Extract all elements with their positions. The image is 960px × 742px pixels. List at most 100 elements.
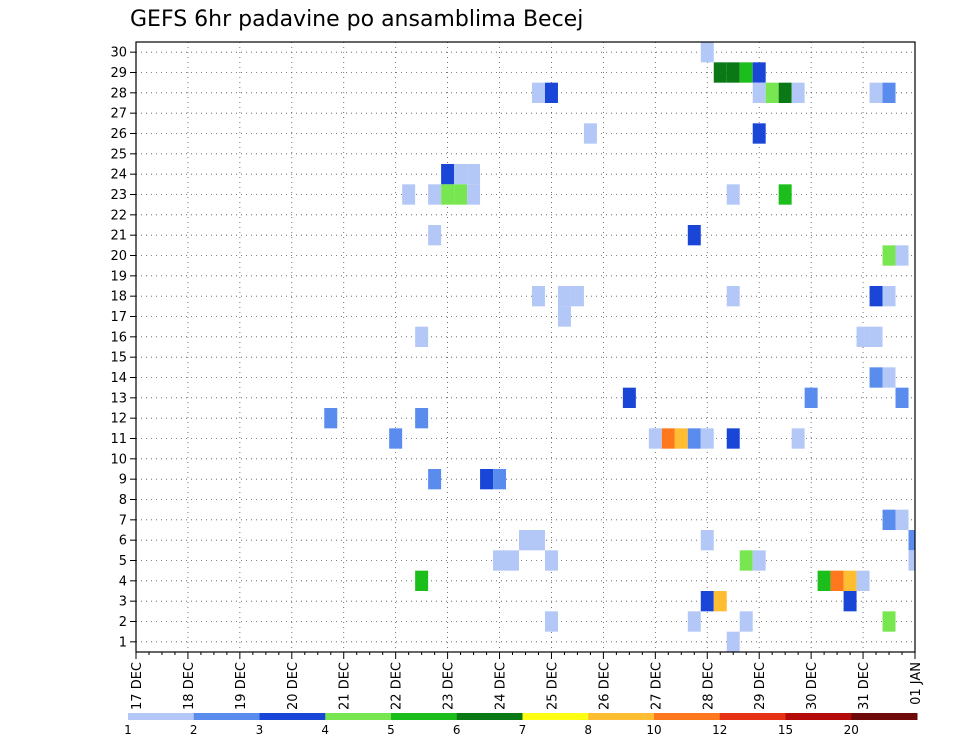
precip-cell	[700, 428, 714, 449]
precip-cell	[467, 184, 481, 205]
precip-cell	[415, 570, 429, 591]
x-tick-label: 22 DEC	[390, 662, 405, 710]
precip-cell	[570, 286, 584, 307]
precip-cell	[454, 184, 468, 205]
y-tick-label: 19	[110, 269, 127, 284]
precip-cell	[415, 326, 429, 347]
y-tick-label: 8	[119, 493, 127, 508]
precip-cell	[882, 509, 896, 530]
precip-cell	[752, 550, 766, 571]
y-tick-label: 27	[110, 107, 127, 122]
precip-cell	[908, 530, 915, 551]
precip-cell	[869, 286, 883, 307]
colorbar-label: 2	[190, 723, 198, 737]
precip-cell	[882, 82, 896, 103]
precip-cell	[765, 82, 779, 103]
y-tick-label: 23	[110, 188, 127, 203]
y-tick-label: 6	[119, 534, 127, 549]
colorbar-label: 6	[453, 723, 461, 737]
precip-cell	[583, 123, 597, 144]
colorbar-segment	[456, 713, 523, 720]
precip-cell	[428, 225, 442, 246]
colorbar-label: 5	[387, 723, 395, 737]
x-tick-label: 23 DEC	[442, 662, 457, 710]
y-tick-label: 7	[119, 513, 127, 528]
precip-cell	[531, 82, 545, 103]
precip-cell	[752, 82, 766, 103]
x-tick-label: 19 DEC	[234, 662, 249, 710]
precip-cell	[791, 82, 805, 103]
y-tick-label: 5	[119, 554, 127, 569]
y-tick-label: 1	[119, 635, 127, 650]
precip-cell	[389, 428, 403, 449]
y-tick-label: 15	[110, 351, 127, 366]
precip-cell	[506, 550, 520, 571]
precip-cell	[441, 184, 455, 205]
precip-cell	[778, 184, 792, 205]
x-tick-label: 17 DEC	[130, 662, 145, 710]
y-tick-label: 17	[110, 310, 127, 325]
colorbar-label: 4	[321, 723, 329, 737]
x-tick-label: 31 DEC	[857, 662, 872, 710]
colorbar-label: 3	[256, 723, 264, 737]
colorbar-segment	[522, 713, 589, 720]
colorbar-label: 8	[584, 723, 592, 737]
precip-cell	[726, 286, 740, 307]
precip-cell	[700, 591, 714, 612]
precip-cell	[791, 428, 805, 449]
x-axis: 17 DEC 18 DEC 19 DEC 20 DEC 21 DEC 22 DEC 23 D…	[130, 652, 924, 710]
precip-cell	[908, 550, 915, 571]
precip-cell	[661, 428, 675, 449]
precip-cell	[700, 530, 714, 551]
precip-cell	[467, 164, 481, 185]
y-tick-label: 20	[110, 249, 127, 264]
colorbar-segment	[654, 713, 721, 720]
precip-cell	[895, 387, 909, 408]
precip-cell	[726, 62, 740, 83]
precip-cell	[830, 570, 844, 591]
y-tick-label: 4	[119, 574, 127, 589]
precip-cell	[622, 387, 636, 408]
colorbar-segment	[719, 713, 786, 720]
y-tick-label: 24	[110, 168, 127, 183]
precip-cell	[726, 428, 740, 449]
x-tick-label: 27 DEC	[649, 662, 664, 710]
precip-cell	[428, 184, 442, 205]
chart-title: GEFS 6hr padavine po ansamblima Becej	[130, 7, 583, 32]
precip-cell	[817, 570, 831, 591]
colorbar-segment	[785, 713, 852, 720]
y-tick-label: 11	[110, 432, 127, 447]
colorbar-label: 20	[844, 723, 859, 737]
precip-cell	[752, 62, 766, 83]
y-tick-label: 25	[110, 147, 127, 162]
precip-cell	[480, 469, 494, 490]
precip-cell	[415, 408, 429, 429]
colorbar-segment	[325, 713, 392, 720]
y-tick-label: 22	[110, 208, 127, 223]
colorbar-label: 1	[124, 723, 132, 737]
precip-cell	[687, 428, 701, 449]
precip-cell	[804, 387, 818, 408]
colorbar-label: 12	[712, 723, 727, 737]
precip-cell	[882, 611, 896, 632]
x-tick-label: 20 DEC	[286, 662, 301, 710]
precip-cell	[882, 367, 896, 388]
precip-cell	[402, 184, 416, 205]
y-tick-label: 3	[119, 595, 127, 610]
x-tick-label: 24 DEC	[494, 662, 509, 710]
x-tick-label: 21 DEC	[338, 662, 353, 710]
precip-cell	[700, 42, 714, 63]
precip-cell	[557, 306, 571, 327]
precip-cell	[726, 184, 740, 205]
precip-cell	[687, 225, 701, 246]
x-tick-label: 26 DEC	[597, 662, 612, 710]
precip-cell	[843, 591, 857, 612]
precip-cell	[454, 164, 468, 185]
colorbar-segment	[588, 713, 655, 720]
precip-cell	[739, 550, 753, 571]
colorbar-segment	[851, 713, 918, 720]
precip-cell	[713, 591, 727, 612]
precip-cell	[687, 611, 701, 632]
y-tick-label: 18	[110, 290, 127, 305]
